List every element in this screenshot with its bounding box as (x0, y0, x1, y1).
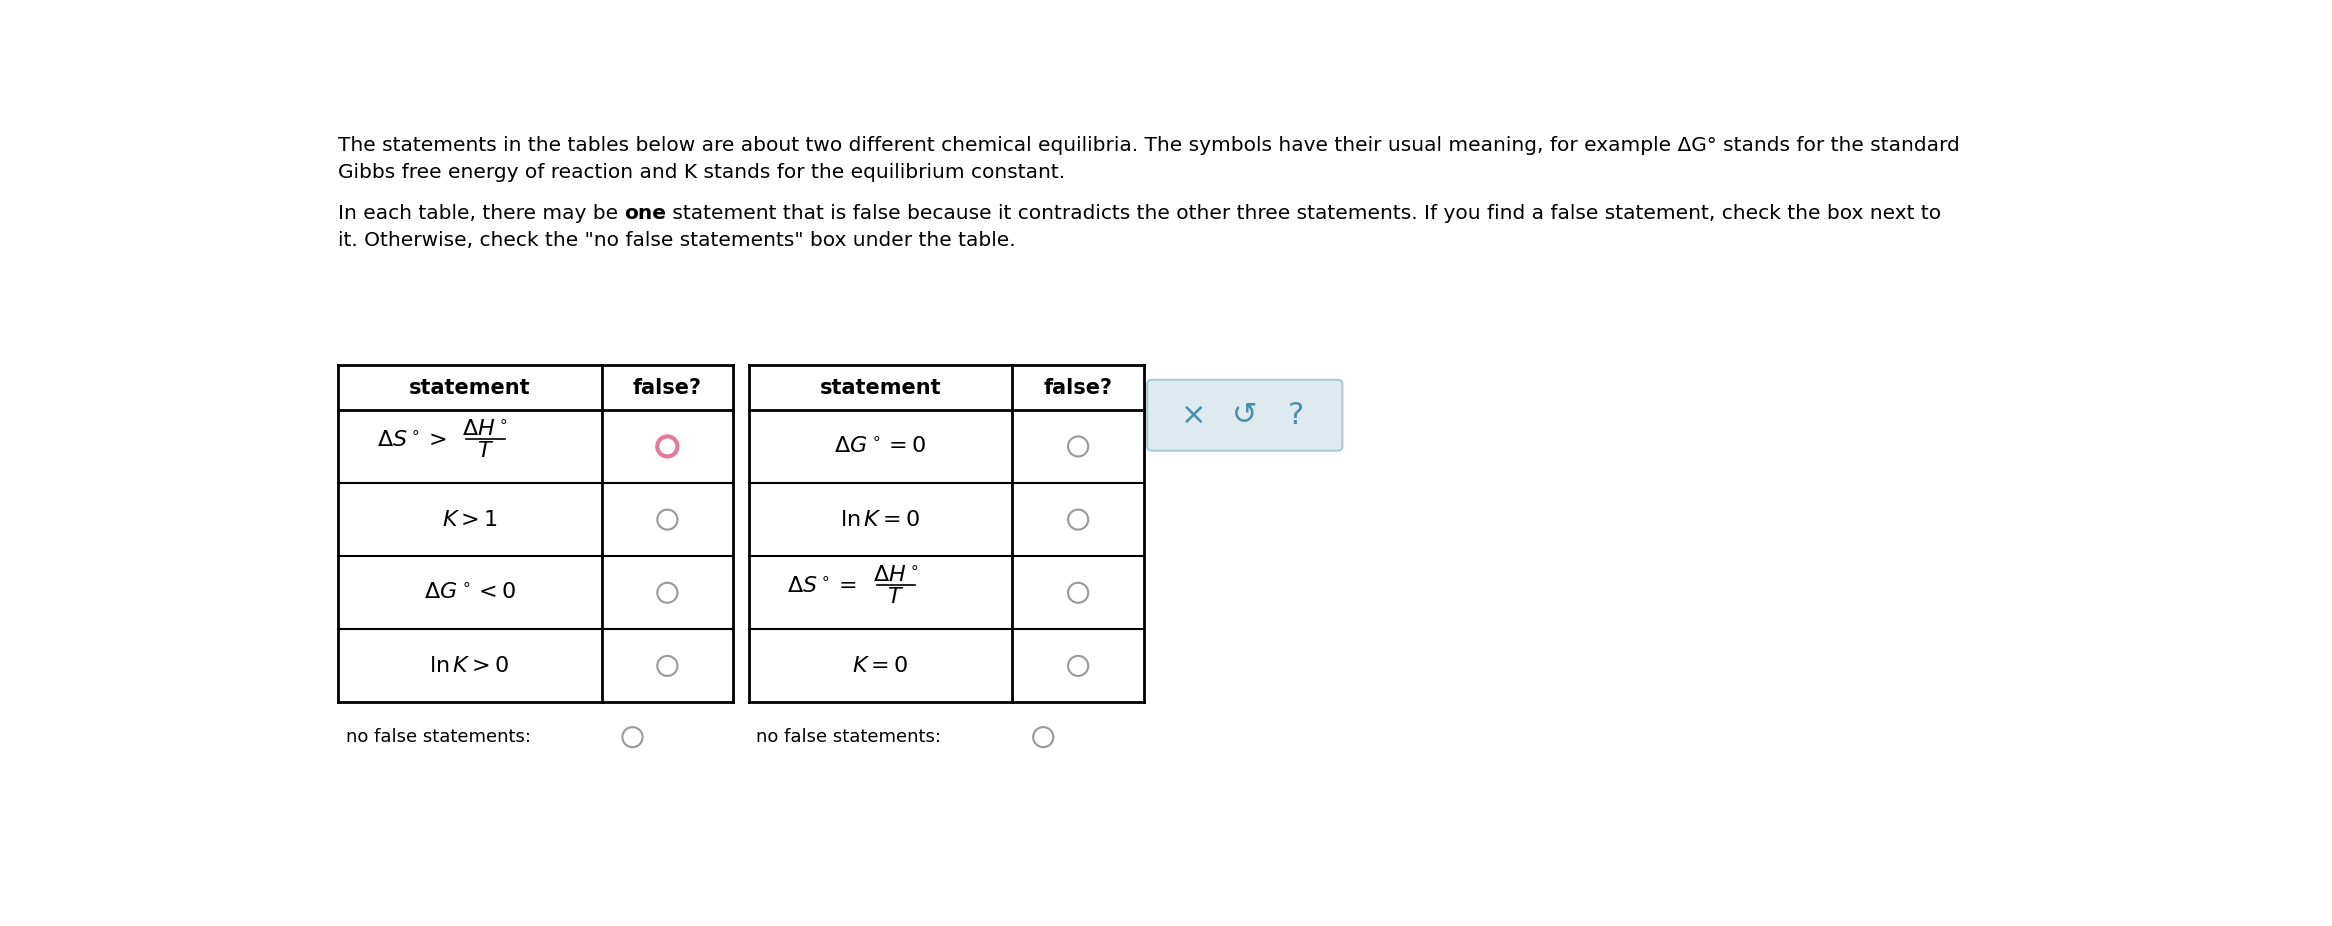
Text: $\ln K = 0$: $\ln K = 0$ (840, 509, 921, 530)
Circle shape (1068, 656, 1089, 676)
Text: $K > 1$: $K > 1$ (441, 509, 497, 530)
Bar (338, 365, 732, 703)
Text: false?: false? (632, 378, 702, 397)
Circle shape (1033, 727, 1054, 747)
Circle shape (623, 727, 644, 747)
Text: statement that is false because it contradicts the other three statements. If yo: statement that is false because it contr… (667, 204, 1943, 222)
Circle shape (658, 436, 679, 457)
Circle shape (1068, 582, 1089, 603)
Text: ?: ? (1287, 401, 1304, 430)
FancyBboxPatch shape (1147, 380, 1343, 451)
Text: $\Delta S^\circ =$: $\Delta S^\circ =$ (788, 576, 858, 597)
Text: The statements in the tables below are about two different chemical equilibria. : The statements in the tables below are a… (338, 136, 1959, 155)
Bar (749, 365, 1145, 703)
Text: false?: false? (1045, 378, 1112, 397)
Text: $\ln K > 0$: $\ln K > 0$ (429, 656, 511, 676)
Text: $T$: $T$ (476, 441, 494, 461)
Text: no false statements:: no false statements: (756, 728, 942, 746)
Text: Gibbs free energy of reaction and K stands for the equilibrium constant.: Gibbs free energy of reaction and K stan… (338, 164, 1066, 182)
Circle shape (1068, 436, 1089, 457)
Text: one: one (625, 204, 667, 222)
Text: $\Delta H^\circ$: $\Delta H^\circ$ (872, 566, 919, 586)
Text: $T$: $T$ (888, 587, 905, 607)
Text: ↺: ↺ (1231, 401, 1257, 430)
Circle shape (1068, 509, 1089, 530)
Text: statement: statement (819, 378, 942, 397)
Text: $\Delta G^\circ = 0$: $\Delta G^\circ = 0$ (835, 436, 926, 457)
Text: ×: × (1180, 401, 1206, 430)
Text: In each table, there may be: In each table, there may be (338, 204, 625, 222)
Text: no false statements:: no false statements: (345, 728, 532, 746)
Text: statement: statement (408, 378, 532, 397)
Text: $\Delta S^\circ >$: $\Delta S^\circ >$ (375, 430, 445, 451)
Text: $\Delta G^\circ < 0$: $\Delta G^\circ < 0$ (424, 582, 515, 603)
Circle shape (658, 509, 679, 530)
Text: it. Otherwise, check the "no false statements" box under the table.: it. Otherwise, check the "no false state… (338, 232, 1017, 250)
Text: $\Delta H^\circ$: $\Delta H^\circ$ (462, 419, 508, 440)
Text: $K = 0$: $K = 0$ (851, 656, 909, 676)
Circle shape (658, 656, 679, 676)
Circle shape (658, 582, 679, 603)
